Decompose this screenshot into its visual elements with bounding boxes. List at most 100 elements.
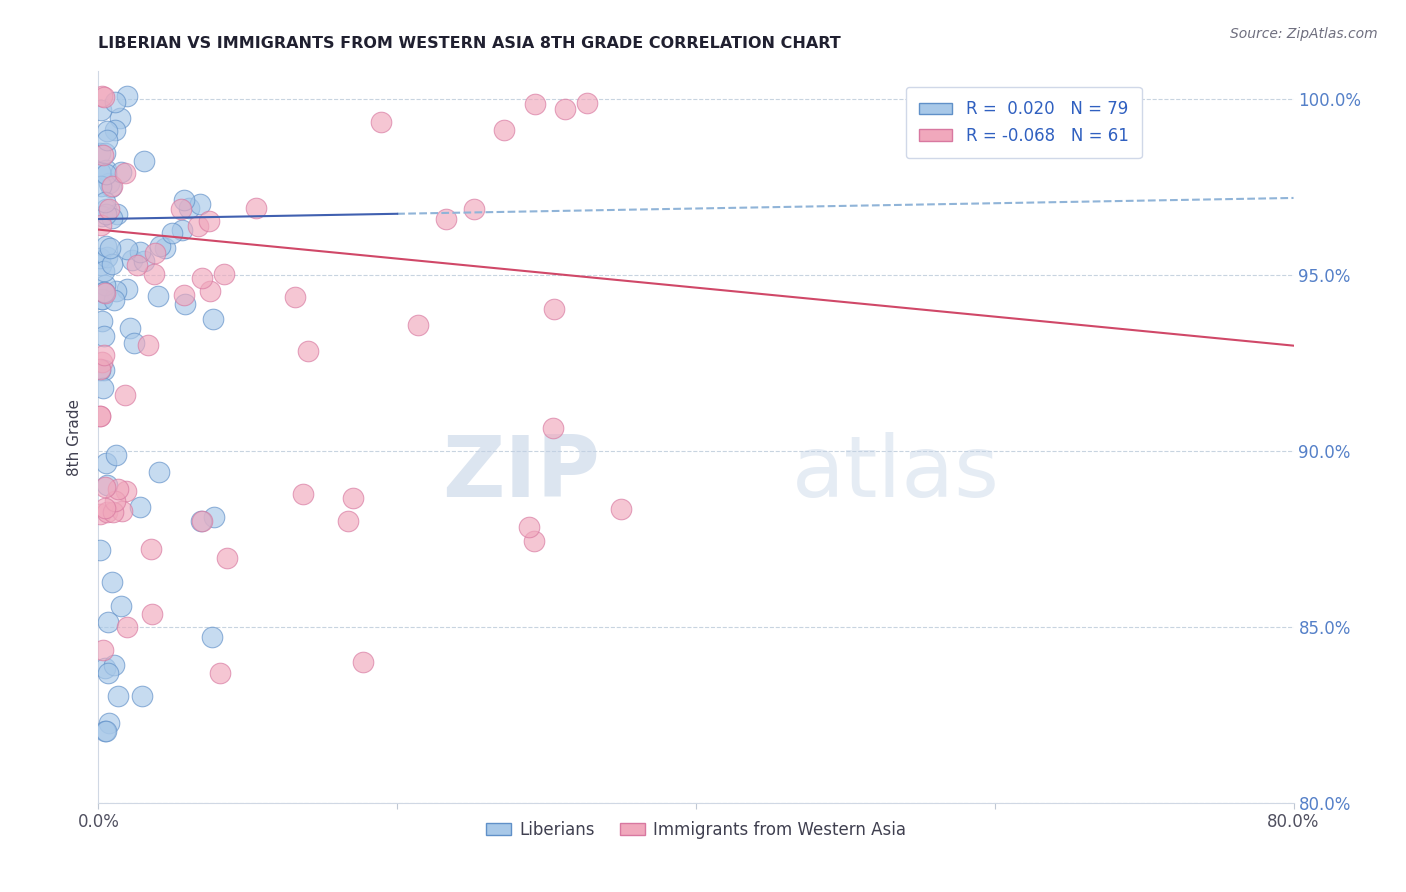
Point: [115, 620, 138, 634]
Point: [110, 165, 132, 179]
Point: [103, 293, 125, 307]
Point: [89, 409, 111, 423]
Point: [245, 201, 267, 215]
Point: [90, 292, 112, 306]
Y-axis label: 8th Grade: 8th Grade: [67, 399, 83, 475]
Point: [90, 179, 112, 194]
Point: [100, 178, 122, 193]
Point: [96, 202, 118, 217]
Point: [146, 289, 169, 303]
Point: [90, 258, 112, 272]
Point: [162, 226, 184, 240]
Point: [94, 724, 117, 739]
Point: [93, 285, 115, 299]
Point: [134, 253, 156, 268]
Text: atlas: atlas: [792, 432, 1000, 516]
Point: [107, 482, 129, 496]
Point: [101, 575, 124, 590]
Point: [172, 223, 194, 237]
Point: [91, 314, 114, 328]
Point: [115, 483, 138, 498]
Point: [115, 89, 138, 103]
Point: [115, 282, 138, 296]
Point: [129, 500, 152, 514]
Point: [96, 478, 118, 492]
Point: [111, 503, 134, 517]
Point: [94, 278, 117, 293]
Point: [96, 123, 118, 137]
Point: [337, 514, 360, 528]
Point: [523, 97, 546, 112]
Point: [97, 665, 120, 680]
Point: [91, 355, 114, 369]
Point: [201, 630, 224, 644]
Point: [173, 288, 195, 302]
Point: [121, 252, 143, 267]
Point: [108, 111, 131, 125]
Point: [91, 210, 114, 224]
Point: [98, 716, 121, 731]
Point: [94, 162, 117, 177]
Point: [93, 90, 115, 104]
Point: [523, 534, 546, 549]
Point: [190, 514, 212, 528]
Point: [494, 123, 516, 137]
Point: [136, 338, 159, 352]
Point: [97, 202, 120, 216]
Point: [169, 202, 191, 216]
Point: [107, 690, 129, 704]
Point: [89, 363, 111, 377]
Point: [142, 267, 165, 281]
Point: [352, 655, 374, 669]
Point: [104, 95, 127, 109]
Point: [94, 146, 117, 161]
Point: [110, 599, 132, 614]
Point: [100, 241, 122, 255]
Point: [174, 297, 197, 311]
Point: [93, 285, 115, 300]
Point: [93, 363, 115, 377]
Legend: Liberians, Immigrants from Western Asia: Liberians, Immigrants from Western Asia: [479, 814, 912, 846]
Point: [91, 642, 114, 657]
Point: [149, 239, 172, 253]
Point: [89, 362, 111, 376]
Point: [143, 246, 166, 260]
Point: [120, 320, 142, 334]
Point: [103, 505, 125, 519]
Point: [543, 302, 565, 317]
Point: [105, 207, 128, 221]
Point: [114, 166, 136, 180]
Point: [517, 520, 540, 534]
Point: [97, 615, 120, 629]
Point: [541, 421, 564, 435]
Point: [201, 311, 224, 326]
Point: [94, 207, 117, 221]
Point: [105, 284, 128, 298]
Text: ZIP: ZIP: [443, 432, 600, 516]
Point: [139, 542, 162, 557]
Point: [100, 211, 122, 226]
Point: [132, 153, 155, 168]
Point: [100, 179, 122, 194]
Point: [463, 202, 485, 217]
Point: [406, 318, 429, 332]
Point: [93, 329, 115, 343]
Point: [96, 134, 118, 148]
Point: [198, 214, 221, 228]
Point: [610, 502, 633, 516]
Point: [91, 148, 114, 162]
Point: [212, 268, 235, 282]
Point: [96, 505, 118, 519]
Point: [94, 480, 117, 494]
Point: [89, 146, 111, 161]
Point: [576, 95, 599, 110]
Point: [94, 285, 117, 300]
Point: [125, 258, 148, 272]
Point: [103, 123, 125, 137]
Point: [89, 251, 111, 265]
Point: [90, 218, 112, 232]
Point: [436, 211, 458, 226]
Point: [104, 448, 127, 462]
Point: [94, 456, 117, 470]
Point: [554, 102, 576, 116]
